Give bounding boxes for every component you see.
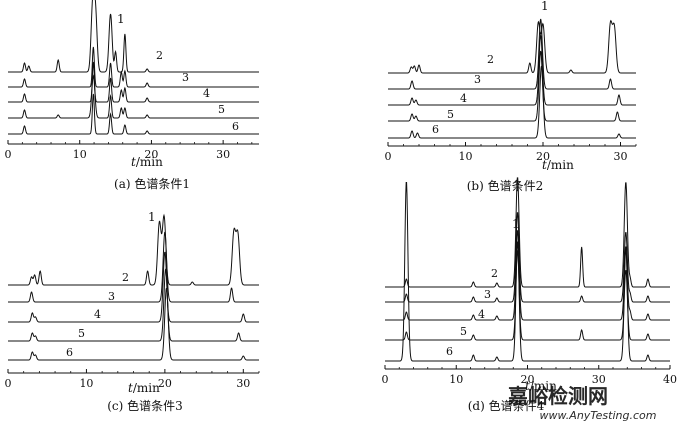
chart-panel: 0 10 20 30 t/min 2 3 456 1 (a) 色谱条件1 bbox=[5, 0, 259, 191]
trace-label: 4 bbox=[478, 308, 485, 321]
chromatogram-trace bbox=[8, 0, 259, 73]
chromatogram-trace bbox=[385, 230, 670, 321]
chromatogram-trace bbox=[385, 250, 670, 341]
chromatogram-trace bbox=[388, 18, 636, 90]
x-tick-label: 20 bbox=[158, 377, 172, 390]
peak-label: 1 bbox=[512, 217, 520, 231]
x-tick-label: 10 bbox=[459, 150, 473, 163]
trace-label: 2 bbox=[491, 267, 498, 280]
trace-label: 6 bbox=[446, 345, 453, 358]
trace-label: 5 bbox=[218, 103, 225, 116]
watermark: 嘉峪检测网 www.AnyTesting.com bbox=[507, 384, 656, 422]
chromatogram-trace bbox=[8, 61, 259, 103]
chromatogram-trace bbox=[8, 46, 259, 88]
trace-label: 3 bbox=[108, 290, 115, 303]
panel-caption: (b) 色谱条件2 bbox=[467, 179, 544, 193]
trace-label: 4 bbox=[203, 87, 210, 100]
trace-label: 5 bbox=[78, 327, 85, 340]
x-tick-label: 40 bbox=[663, 373, 677, 386]
x-tick-label: 10 bbox=[449, 373, 463, 386]
x-axis-title: t/min bbox=[131, 155, 163, 169]
panel-caption: (c) 色谱条件3 bbox=[107, 399, 183, 413]
x-tick-label: 20 bbox=[536, 150, 550, 163]
x-tick-label: 0 bbox=[382, 373, 389, 386]
x-tick-label: 30 bbox=[216, 148, 230, 161]
trace-label: 4 bbox=[460, 92, 467, 105]
chromatogram-trace bbox=[388, 50, 636, 122]
panel-caption: (d) 色谱条件4 bbox=[468, 399, 545, 413]
trace-label: 2 bbox=[122, 271, 129, 284]
chromatogram-trace bbox=[8, 93, 259, 135]
chromatogram-trace bbox=[8, 231, 259, 303]
trace-label: 2 bbox=[487, 53, 494, 66]
chart-panel: 0 10 20 30 40 t/min 23 456 1 (d) 色谱条件4 bbox=[382, 177, 677, 413]
peak-label: 1 bbox=[541, 0, 549, 13]
x-axis-title: t/min bbox=[128, 381, 160, 395]
trace-label: 4 bbox=[94, 308, 101, 321]
trace-label: 3 bbox=[182, 71, 189, 84]
peak-label: 1 bbox=[117, 12, 125, 26]
watermark-url: www.AnyTesting.com bbox=[540, 409, 657, 422]
x-tick-label: 30 bbox=[592, 373, 606, 386]
x-tick-label: 0 bbox=[385, 150, 392, 163]
chromatogram-trace bbox=[8, 267, 259, 342]
x-axis-title: t/min bbox=[525, 379, 557, 393]
x-tick-label: 30 bbox=[236, 377, 250, 390]
chromatogram-trace bbox=[8, 251, 259, 323]
x-tick-label: 20 bbox=[521, 373, 535, 386]
watermark-title: 嘉峪检测网 bbox=[507, 384, 608, 408]
x-tick-label: 10 bbox=[79, 377, 93, 390]
x-tick-label: 10 bbox=[73, 148, 87, 161]
panel-caption: (a) 色谱条件1 bbox=[114, 177, 190, 191]
trace-label: 5 bbox=[447, 108, 454, 121]
x-axis-title: t/min bbox=[542, 158, 574, 172]
peak-label: 1 bbox=[148, 210, 156, 224]
x-tick-label: 30 bbox=[614, 150, 628, 163]
chromatogram-trace bbox=[385, 177, 670, 288]
trace-label: 3 bbox=[474, 73, 481, 86]
trace-label: 6 bbox=[66, 346, 73, 359]
x-tick-label: 0 bbox=[5, 148, 12, 161]
x-tick-label: 0 bbox=[5, 377, 12, 390]
chromatogram-trace bbox=[388, 19, 636, 74]
trace-label: 6 bbox=[232, 120, 239, 133]
trace-label: 6 bbox=[432, 123, 439, 136]
chromatogram-trace bbox=[385, 212, 670, 303]
trace-label: 5 bbox=[460, 325, 467, 338]
chromatogram-trace bbox=[388, 65, 636, 139]
chromatogram-trace bbox=[8, 213, 259, 286]
chromatogram-trace bbox=[8, 287, 259, 361]
chromatogram-trace bbox=[385, 182, 670, 362]
x-tick-label: 20 bbox=[144, 148, 158, 161]
trace-label: 2 bbox=[156, 49, 163, 62]
chromatogram-trace bbox=[8, 74, 259, 119]
trace-label: 3 bbox=[484, 288, 491, 301]
chromatogram-trace bbox=[388, 34, 636, 106]
